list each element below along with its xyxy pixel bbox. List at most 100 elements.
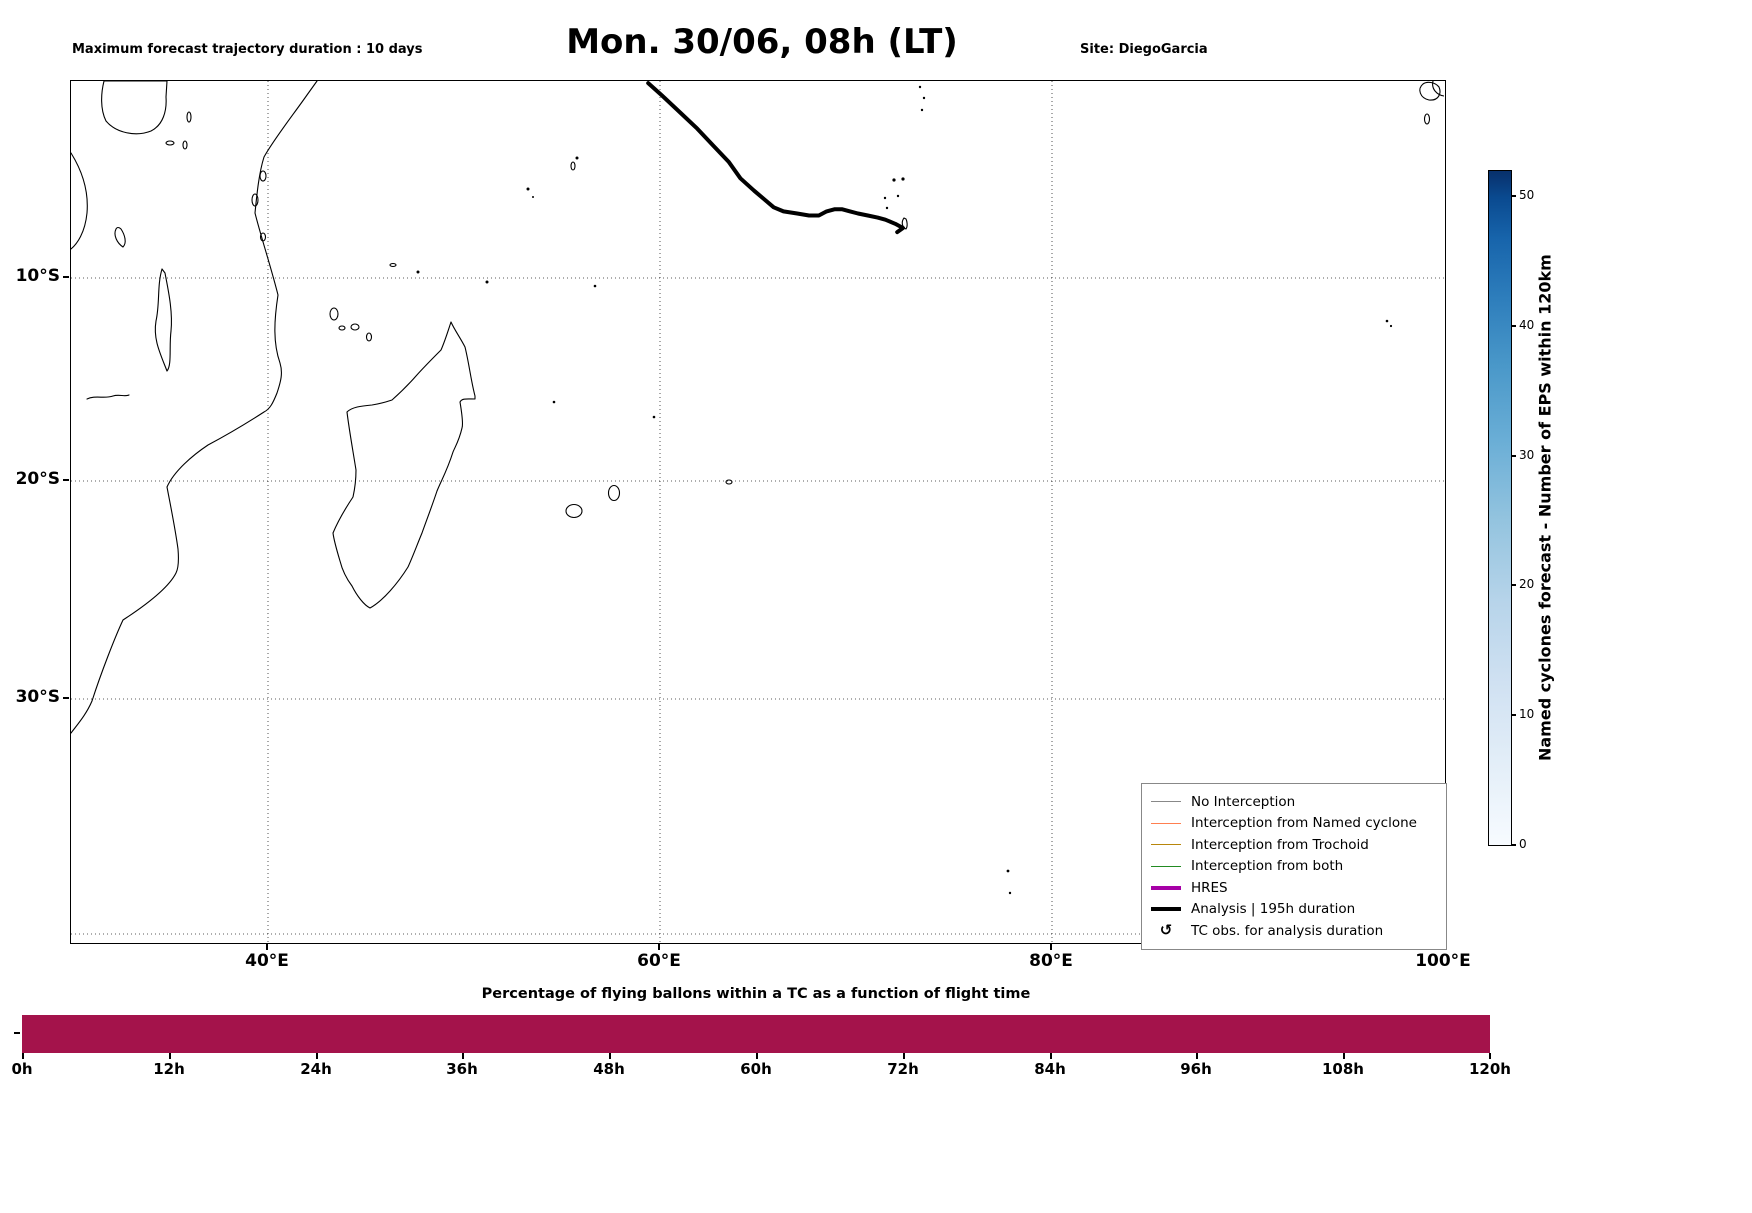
maldives-atoll (918, 85, 922, 89)
colorbar-tick-label: 40 (1519, 318, 1535, 332)
hres-line-icon (1151, 885, 1181, 890)
bar-x-tick-label: 12h (153, 1060, 185, 1078)
legend-label: HRES (1191, 879, 1228, 896)
colorbar-tick-label: 10 (1519, 707, 1535, 721)
x-axis-tick (266, 944, 268, 950)
islands (251, 81, 1444, 895)
lake-tanganyika (71, 152, 88, 250)
analysis-trajectory (646, 81, 905, 235)
maldives-atoll (920, 108, 924, 112)
sumatra-coast-fragment (1432, 81, 1444, 97)
bar-x-tick (22, 1053, 24, 1059)
map-legend: No Interception Interception from Named … (1141, 783, 1447, 950)
moheli-island (338, 325, 346, 331)
aldabra-atoll (389, 262, 397, 268)
bar-x-tick-label: 36h (446, 1060, 478, 1078)
colorbar-tick (1512, 325, 1516, 327)
lake-victoria (101, 81, 168, 135)
colorbar-tick (1512, 844, 1516, 846)
lake-malawi (154, 268, 172, 372)
chagos-atoll (883, 196, 887, 200)
bar-x-tick (756, 1053, 758, 1059)
amirantes-islands (526, 187, 530, 191)
mahe-island (570, 161, 576, 171)
figure-title: Mon. 30/06, 08h (LT) (566, 22, 958, 62)
reunion-island (565, 503, 583, 519)
flight-time-bar (22, 1015, 1490, 1053)
pemba-island (259, 170, 267, 182)
chagos-atoll (885, 206, 889, 210)
sumatra-offshore-islet (1423, 113, 1431, 125)
header-right-line: Site: DiegoGarcia (1080, 42, 1208, 57)
colorbar-tick-label: 50 (1519, 188, 1535, 202)
lake-rukwa (114, 226, 126, 248)
bar-x-tick (462, 1053, 464, 1059)
colorbar-tick-label: 0 (1519, 837, 1527, 851)
legend-label: Interception from both (1191, 858, 1344, 875)
cosmoledo-atoll (416, 270, 420, 274)
diego-garcia-island (901, 217, 908, 230)
legend-item: No Interception (1151, 791, 1437, 813)
amsterdam-island (1006, 869, 1010, 873)
cocos-keeling-islands (1389, 324, 1393, 328)
named-cyclone-line-icon (1151, 822, 1181, 824)
y-tick-label: 10°S (15, 266, 60, 286)
colorbar-tick-label: 20 (1519, 577, 1535, 591)
colorbar-tick (1512, 455, 1516, 457)
bar-x-tick-label: 84h (1034, 1060, 1066, 1078)
farquhar-atoll (485, 280, 489, 284)
legend-item: ↺ TC obs. for analysis duration (1151, 920, 1437, 942)
legend-label: Interception from Named cyclone (1191, 815, 1417, 832)
legend-label: No Interception (1191, 793, 1296, 810)
bar-x-tick-label: 60h (740, 1060, 772, 1078)
bar-x-tick-label: 108h (1322, 1060, 1364, 1078)
bottom-chart-title: Percentage of flying ballons within a TC… (481, 986, 1031, 1002)
bar-x-tick (609, 1053, 611, 1059)
lakes (71, 81, 192, 400)
st-brandon-shoals (652, 415, 656, 419)
x-tick-label: 40°E (245, 951, 289, 971)
legend-label: TC obs. for analysis duration (1191, 922, 1384, 939)
coastlines (71, 81, 476, 734)
bar-x-tick (1050, 1053, 1052, 1059)
chagos-atoll (896, 194, 900, 198)
bar-x-tick (1196, 1053, 1198, 1059)
legend-item: Analysis | 195h duration (1151, 899, 1437, 921)
amirantes-islands (532, 196, 534, 198)
chagos-atoll (892, 178, 896, 182)
bar-x-tick-label: 24h (300, 1060, 332, 1078)
colorbar-axis-label: Named cyclones forecast - Number of EPS … (1535, 254, 1555, 762)
bar-x-tick-label: 0h (11, 1060, 33, 1078)
colorbar-tick-label: 30 (1519, 448, 1535, 462)
y-tick-label: 30°S (15, 687, 60, 707)
zanzibar-island (251, 193, 259, 207)
header-left-line: Maximum forecast trajectory duration : 1… (72, 42, 423, 57)
y-tick-label: 20°S (15, 469, 60, 489)
cahora-bassa-reservoir (86, 394, 130, 400)
no-interception-line-icon (1151, 801, 1181, 803)
rodrigues-island (725, 479, 733, 485)
y-axis-tick (63, 697, 69, 699)
lake-eyasi (165, 140, 175, 146)
bar-x-tick (1489, 1053, 1491, 1059)
bar-y-axis-tick (14, 1032, 20, 1034)
x-tick-label: 60°E (637, 951, 681, 971)
legend-label: Interception from Trochoid (1191, 836, 1369, 853)
colorbar-tick (1512, 195, 1516, 197)
legend-item: Interception from both (1151, 856, 1437, 878)
madagascar-coastline (332, 321, 476, 609)
grande-comore-island (329, 307, 339, 321)
chagos-atoll (901, 177, 905, 181)
legend-label: Analysis | 195h duration (1191, 901, 1356, 918)
cocos-keeling-islands (1385, 319, 1389, 323)
y-axis-tick (63, 276, 69, 278)
mafia-island (259, 232, 267, 242)
bar-x-tick-label: 72h (887, 1060, 919, 1078)
tromelin-island (552, 400, 556, 404)
colorbar-tick (1512, 584, 1516, 586)
x-axis-tick (1050, 944, 1052, 950)
sumatra-offshore-island (1419, 81, 1441, 101)
africa-coastline (71, 81, 318, 734)
lake-manyara (182, 140, 188, 150)
map-panel: No Interception Interception from Named … (70, 80, 1447, 950)
